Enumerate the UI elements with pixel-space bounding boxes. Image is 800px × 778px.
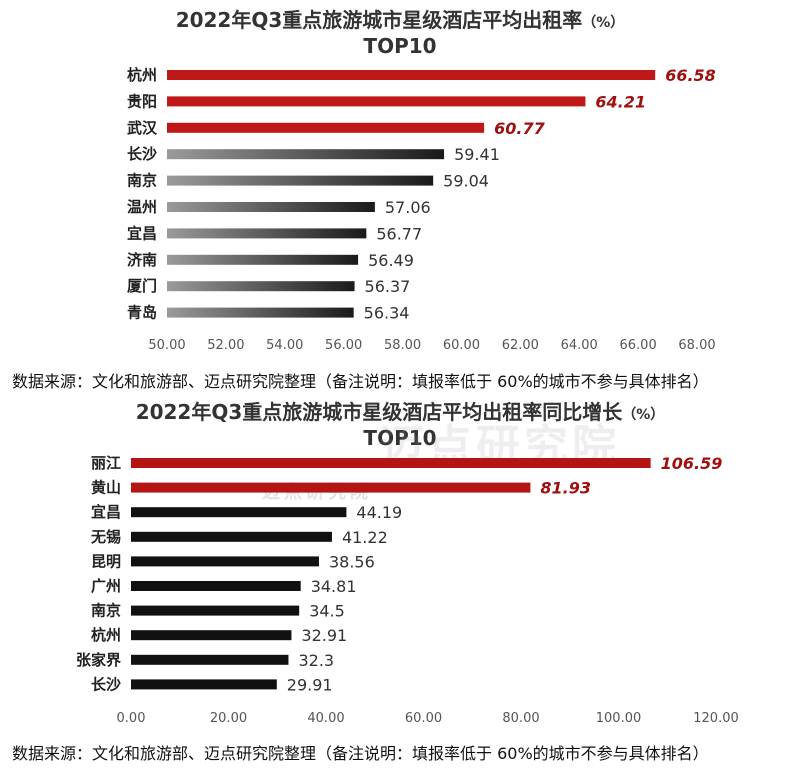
category-label: 宜昌: [127, 224, 157, 242]
data-label: 56.34: [364, 304, 410, 323]
x-tick-label: 54.00: [266, 338, 303, 353]
category-label: 张家界: [76, 651, 121, 669]
category-label: 南京: [127, 172, 157, 190]
chart1-plot: 杭州 66.58 贵阳 64.21 武汉 60.77 长沙 59.41 南京 59.04 温州 57.…: [127, 66, 716, 353]
chart2-plot: 丽江 106.59 黄山 81.93 宜昌 44.19 无锡 41.22 昆明 38.56 广州 34…: [76, 454, 739, 726]
bar: [131, 556, 319, 567]
bar: [131, 531, 332, 542]
x-tick-label: 52.00: [207, 338, 244, 353]
category-label: 贵阳: [127, 92, 157, 110]
x-tick-label: 60.00: [443, 338, 480, 353]
bar: [167, 149, 445, 160]
x-tick-label: 66.00: [620, 338, 657, 353]
bar: [131, 630, 292, 641]
bar: [167, 70, 656, 80]
data-label: 34.5: [309, 602, 345, 621]
data-label: 60.77: [494, 119, 545, 138]
chart1-source-note: 数据来源：文化和旅游部、迈点研究院整理（备注说明：填报率低于 60%的城市不参与…: [12, 372, 709, 391]
data-label: 59.04: [443, 172, 489, 191]
category-label: 青岛: [127, 304, 157, 322]
bar: [131, 507, 347, 518]
category-label: 丽江: [91, 454, 121, 472]
chart2-title-unit: （%）: [622, 407, 665, 423]
bar: [131, 605, 300, 616]
x-tick-label: 50.00: [148, 338, 185, 353]
bar: [167, 96, 586, 107]
chart2-title-text: 2022年Q3重点旅游城市星级酒店平均出租率同比增长: [135, 400, 623, 424]
bar: [167, 122, 485, 133]
data-label: 81.93: [540, 479, 591, 498]
x-tick-label: 60.00: [405, 711, 442, 726]
category-label: 宜昌: [91, 503, 121, 521]
x-tick-label: 62.00: [502, 338, 539, 353]
chart1-title-unit: （%）: [582, 15, 625, 31]
category-label: 长沙: [91, 675, 121, 693]
x-tick-label: 80.00: [502, 711, 539, 726]
bar: [131, 482, 531, 493]
category-label: 武汉: [127, 119, 158, 137]
x-tick-label: 58.00: [384, 338, 421, 353]
bar: [131, 458, 651, 468]
bar: [167, 228, 367, 239]
category-label: 杭州: [91, 626, 121, 644]
chart2-source-note: 数据来源：文化和旅游部、迈点研究院整理（备注说明：填报率低于 60%的城市不参与…: [12, 744, 709, 763]
category-label: 南京: [91, 602, 121, 620]
x-tick-label: 100.00: [596, 711, 642, 726]
bar: [167, 175, 434, 186]
chart1-title: 2022年Q3重点旅游城市星级酒店平均出租率（%）: [0, 8, 800, 35]
data-label: 32.91: [301, 626, 347, 645]
bar: [131, 679, 277, 690]
bar: [131, 581, 301, 591]
chart2-title: 2022年Q3重点旅游城市星级酒店平均出租率同比增长（%）: [0, 400, 800, 427]
chart1-subtitle: TOP10: [363, 34, 437, 58]
data-label: 59.41: [454, 145, 500, 164]
category-label: 长沙: [127, 145, 157, 163]
data-label: 106.59: [661, 454, 723, 473]
category-label: 济南: [127, 251, 157, 269]
data-label: 56.77: [376, 224, 422, 243]
data-label: 44.19: [356, 503, 402, 522]
x-tick-label: 120.00: [693, 711, 739, 726]
category-label: 温州: [127, 198, 157, 216]
x-tick-label: 40.00: [307, 711, 344, 726]
bar: [167, 202, 375, 212]
bar: [167, 281, 355, 292]
category-label: 杭州: [127, 66, 157, 84]
chart2-subtitle: TOP10: [363, 426, 437, 450]
bar: [131, 654, 289, 665]
x-tick-label: 0.00: [117, 711, 146, 726]
chart1-title-text: 2022年Q3重点旅游城市星级酒店平均出租率: [175, 8, 583, 32]
data-label: 34.81: [311, 577, 357, 596]
bar: [167, 307, 354, 318]
category-label: 无锡: [90, 528, 121, 546]
data-label: 57.06: [385, 198, 431, 217]
data-label: 56.37: [365, 277, 411, 296]
category-label: 昆明: [91, 552, 121, 570]
data-label: 56.49: [368, 251, 414, 270]
data-label: 64.21: [595, 92, 646, 111]
x-tick-label: 20.00: [210, 711, 247, 726]
data-label: 38.56: [329, 552, 375, 571]
bar: [167, 254, 359, 265]
x-tick-label: 56.00: [325, 338, 362, 353]
data-label: 29.91: [287, 675, 333, 694]
x-tick-label: 68.00: [678, 338, 715, 353]
category-label: 厦门: [127, 277, 157, 295]
category-label: 黄山: [91, 479, 121, 497]
category-label: 广州: [91, 577, 121, 595]
x-tick-label: 64.00: [561, 338, 598, 353]
data-label: 41.22: [342, 528, 388, 547]
data-label: 32.3: [298, 651, 334, 670]
data-label: 66.58: [665, 66, 716, 85]
